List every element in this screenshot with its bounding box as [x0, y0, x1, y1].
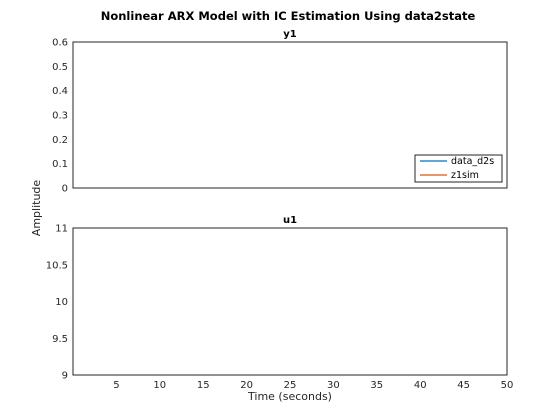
y-tick-label: 0.1 — [52, 159, 68, 170]
u1-title: u1 — [283, 215, 297, 226]
x-axis-label: Time (seconds) — [247, 390, 332, 403]
plot-border — [72, 227, 508, 376]
y-tick-label: 11 — [55, 224, 68, 235]
y-tick-label: 0.4 — [52, 86, 68, 97]
y-tick-label: 0.6 — [52, 38, 68, 49]
y1-legend: data_d2s z1sim — [414, 154, 503, 183]
x-tick-label: 20 — [240, 380, 253, 391]
figure-title: Nonlinear ARX Model with IC Estimation U… — [101, 9, 476, 23]
y1-title: y1 — [283, 29, 297, 40]
y-axis-label: Amplitude — [30, 180, 43, 237]
x-tick-label: 40 — [414, 380, 427, 391]
x-tick-label: 45 — [457, 380, 470, 391]
x-tick-label: 30 — [327, 380, 340, 391]
u1-axes: u1 5 10 15 20 25 30 35 40 45 50 9 9.5 10 10.5 11 — [46, 215, 514, 391]
y-tick-label: 10.5 — [46, 260, 68, 271]
y-tick-label: 10 — [55, 297, 68, 308]
x-tick-label: 10 — [153, 380, 166, 391]
legend-box — [414, 154, 503, 183]
x-tick-label: 35 — [370, 380, 383, 391]
y-tick-label: 9 — [62, 371, 68, 382]
y-tick-label: 0.5 — [52, 62, 68, 73]
y-tick-label: 0.3 — [52, 111, 68, 122]
x-tick-label: 50 — [501, 380, 514, 391]
y1-axes: y1 0 0.1 0.2 0.3 0.4 0.5 0.6 data_d2s z1sim — [52, 29, 508, 195]
x-tick-label: 15 — [197, 380, 210, 391]
y-tick-label: 0.2 — [52, 135, 68, 146]
x-tick-label: 5 — [113, 380, 119, 391]
y-tick-label: 0 — [62, 184, 68, 195]
x-tick-label: 25 — [284, 380, 297, 391]
y-tick-label: 9.5 — [52, 334, 68, 345]
legend-label-data_d2s: data_d2s — [451, 156, 494, 167]
legend-label-z1sim: z1sim — [451, 170, 479, 181]
